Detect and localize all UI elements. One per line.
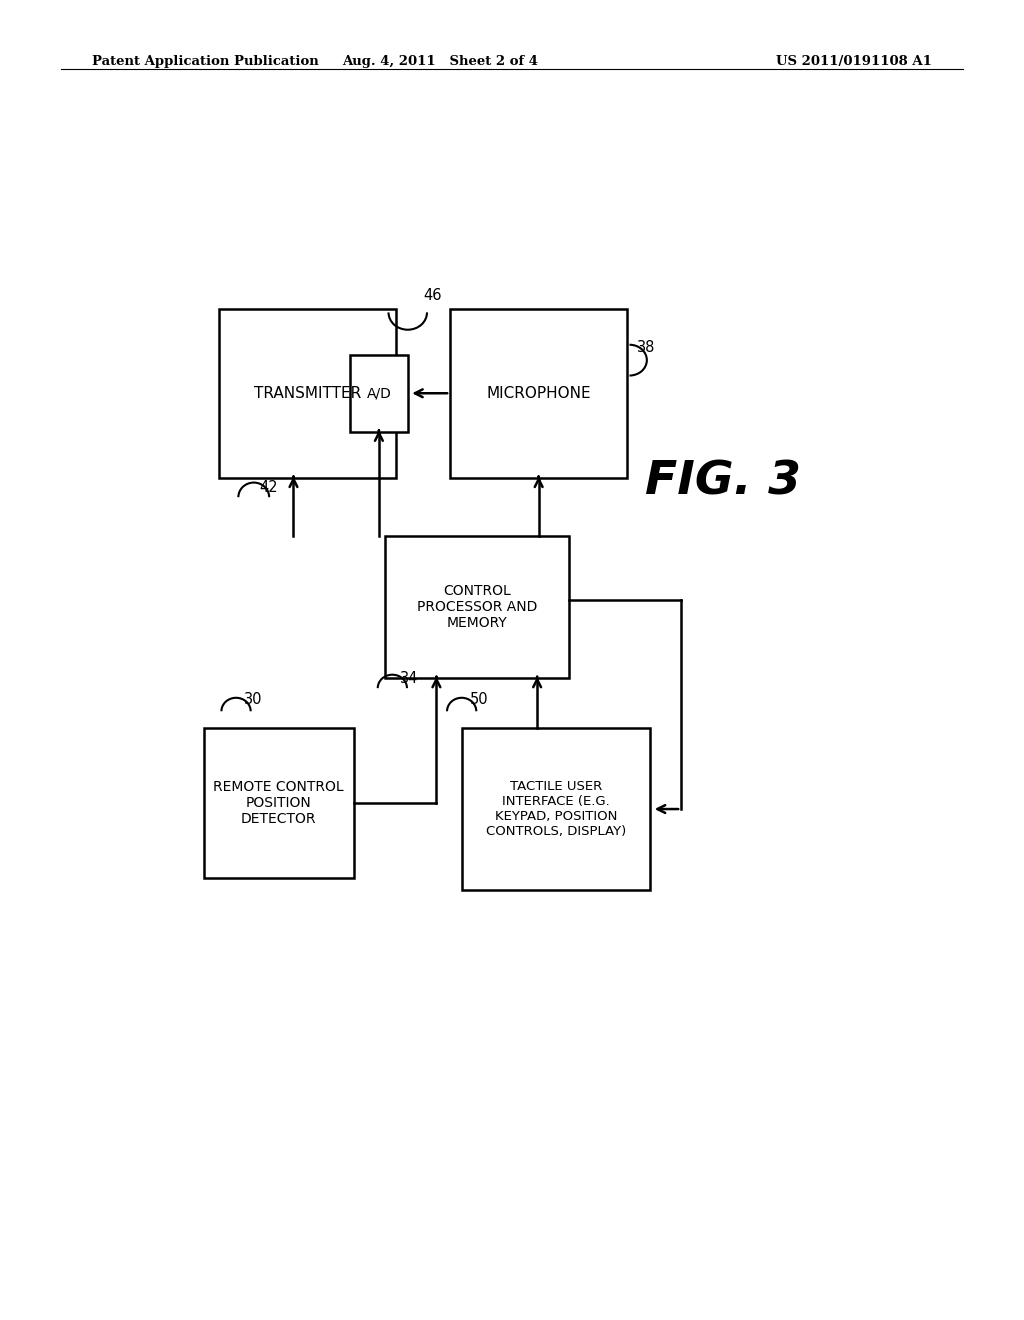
Bar	[385, 536, 569, 678]
Text: US 2011/0191108 A1: US 2011/0191108 A1	[776, 55, 932, 69]
Bar	[462, 729, 650, 890]
Text: Patent Application Publication: Patent Application Publication	[92, 55, 318, 69]
Text: REMOTE CONTROL
POSITION
DETECTOR: REMOTE CONTROL POSITION DETECTOR	[213, 780, 344, 826]
Bar	[204, 729, 354, 878]
Text: 46: 46	[423, 288, 441, 304]
Bar	[350, 355, 408, 432]
Text: FIG. 3: FIG. 3	[645, 459, 802, 504]
Text: Aug. 4, 2011   Sheet 2 of 4: Aug. 4, 2011 Sheet 2 of 4	[342, 55, 539, 69]
Text: 50: 50	[469, 692, 488, 708]
Text: CONTROL
PROCESSOR AND
MEMORY: CONTROL PROCESSOR AND MEMORY	[417, 583, 538, 630]
Text: TACTILE USER
INTERFACE (E.G.
KEYPAD, POSITION
CONTROLS, DISPLAY): TACTILE USER INTERFACE (E.G. KEYPAD, POS…	[485, 780, 626, 838]
Text: A/D: A/D	[367, 387, 391, 400]
Text: 30: 30	[244, 692, 262, 708]
Text: TRANSMITTER: TRANSMITTER	[254, 385, 361, 401]
Text: MICROPHONE: MICROPHONE	[486, 385, 591, 401]
Text: 38: 38	[637, 339, 655, 355]
Bar	[451, 309, 628, 478]
Text: 42: 42	[259, 479, 278, 495]
Bar	[219, 309, 396, 478]
Text: 34: 34	[400, 671, 419, 685]
